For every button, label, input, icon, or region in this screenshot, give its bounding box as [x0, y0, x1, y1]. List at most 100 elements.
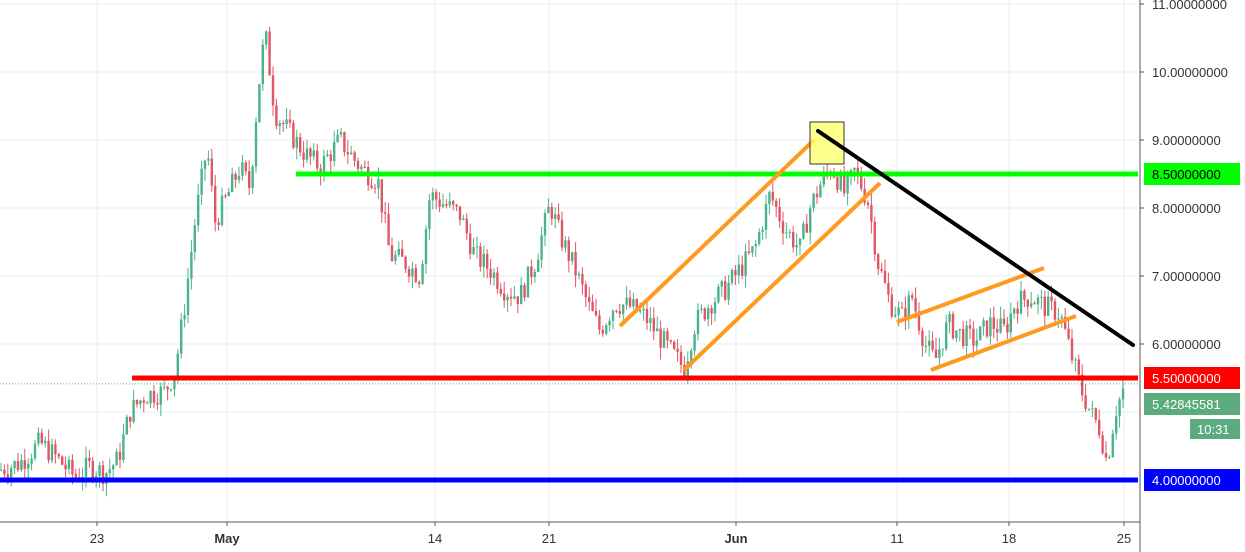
candle-body: [747, 251, 751, 253]
candle-body: [492, 272, 496, 278]
candle-body: [30, 458, 33, 464]
candle-body: [900, 307, 904, 309]
candle-body: [353, 152, 356, 161]
candle-body: [152, 391, 156, 403]
candle-body: [302, 152, 305, 160]
candle-body: [251, 166, 254, 188]
candle-body: [401, 248, 404, 257]
candle-body: [231, 173, 234, 192]
candle-body: [326, 154, 329, 156]
candle-body: [1101, 435, 1104, 454]
candle-body: [1023, 290, 1026, 300]
candle-body: [676, 348, 679, 352]
candle-body: [1108, 457, 1111, 459]
level-badge-4-bg: [1144, 469, 1240, 491]
time-axis[interactable]: 23 May 14 21 Jun 11 18 25: [0, 521, 1140, 546]
candle-body: [462, 218, 465, 220]
candle-body: [506, 296, 509, 301]
candle-body: [503, 293, 506, 301]
candle-body: [710, 308, 713, 314]
candle-body: [214, 185, 217, 223]
candle-body: [180, 319, 183, 354]
candle-body: [292, 122, 295, 148]
candle-body: [972, 328, 975, 346]
x-tick-label: 14: [428, 531, 442, 546]
candle-body: [445, 204, 448, 206]
candle-body: [472, 247, 475, 255]
candle-body: [690, 350, 693, 362]
candle-body: [968, 325, 972, 329]
candle-body: [421, 264, 424, 284]
candle-body: [343, 132, 346, 153]
candle-body: [329, 154, 332, 162]
candle-body: [802, 223, 805, 239]
candle-body: [632, 299, 635, 307]
candle-body: [520, 284, 523, 305]
candle-body: [1064, 316, 1067, 329]
candle-body: [877, 254, 880, 270]
candle-body: [0, 469, 3, 471]
candle-body: [1016, 308, 1019, 314]
candle-body: [54, 444, 57, 455]
wedge-lower-line: [930, 314, 1077, 372]
y-tick-label: 6.00000000: [1152, 337, 1221, 352]
candle-body: [1033, 303, 1036, 305]
candle-body: [363, 166, 366, 168]
candle-body: [336, 134, 339, 142]
candle-body: [1121, 388, 1125, 400]
candle-body: [989, 317, 992, 337]
y-tick-label: 7.00000000: [1152, 269, 1221, 284]
candle-body: [730, 270, 734, 283]
candle-body: [40, 432, 43, 444]
candle-body: [397, 248, 400, 255]
x-tick-label: Jun: [724, 531, 747, 546]
candle-body: [866, 202, 870, 205]
candle-body: [1002, 318, 1006, 325]
candle-body: [894, 314, 897, 317]
candle-body: [700, 308, 703, 310]
candle-body: [394, 254, 397, 262]
wedge-upper-line: [896, 266, 1045, 324]
candle-body: [737, 264, 740, 276]
candle-body: [479, 246, 482, 267]
candle-body: [1009, 313, 1012, 333]
candle-body: [846, 176, 849, 194]
candle-body: [764, 203, 768, 230]
candle-body: [278, 123, 281, 126]
candle-body: [435, 192, 438, 200]
candle-body: [285, 119, 288, 125]
candle-body: [482, 253, 485, 267]
candle-body: [941, 348, 944, 350]
candle-body: [159, 386, 162, 405]
candle-body: [142, 400, 145, 403]
candle-body: [717, 286, 720, 303]
candle-body: [207, 158, 210, 161]
candle-body: [962, 328, 965, 347]
candle-body: [778, 206, 781, 222]
candle-body: [904, 307, 907, 320]
candle-body: [798, 238, 802, 245]
candle-body: [914, 298, 917, 312]
candle-body: [190, 251, 193, 279]
candle-body: [1026, 299, 1029, 307]
candle-body: [125, 416, 128, 435]
candle-body: [618, 311, 621, 314]
candle-body: [601, 329, 604, 334]
candle-body: [64, 464, 67, 470]
candle-body: [295, 137, 298, 148]
candle-body: [88, 457, 91, 461]
candle-body: [183, 314, 186, 320]
candle-body: [540, 235, 543, 260]
candle-body: [373, 187, 377, 189]
candle-body: [992, 317, 995, 329]
candle-body: [1060, 316, 1063, 319]
candle-body: [625, 297, 628, 305]
candle-body: [210, 158, 213, 186]
candle-body: [346, 152, 349, 155]
candle-body: [57, 454, 60, 457]
candle-body: [469, 233, 472, 255]
price-axis[interactable]: 11.00000000 10.00000000 9.00000000 8.000000…: [1139, 0, 1228, 552]
candle-body: [258, 84, 261, 123]
